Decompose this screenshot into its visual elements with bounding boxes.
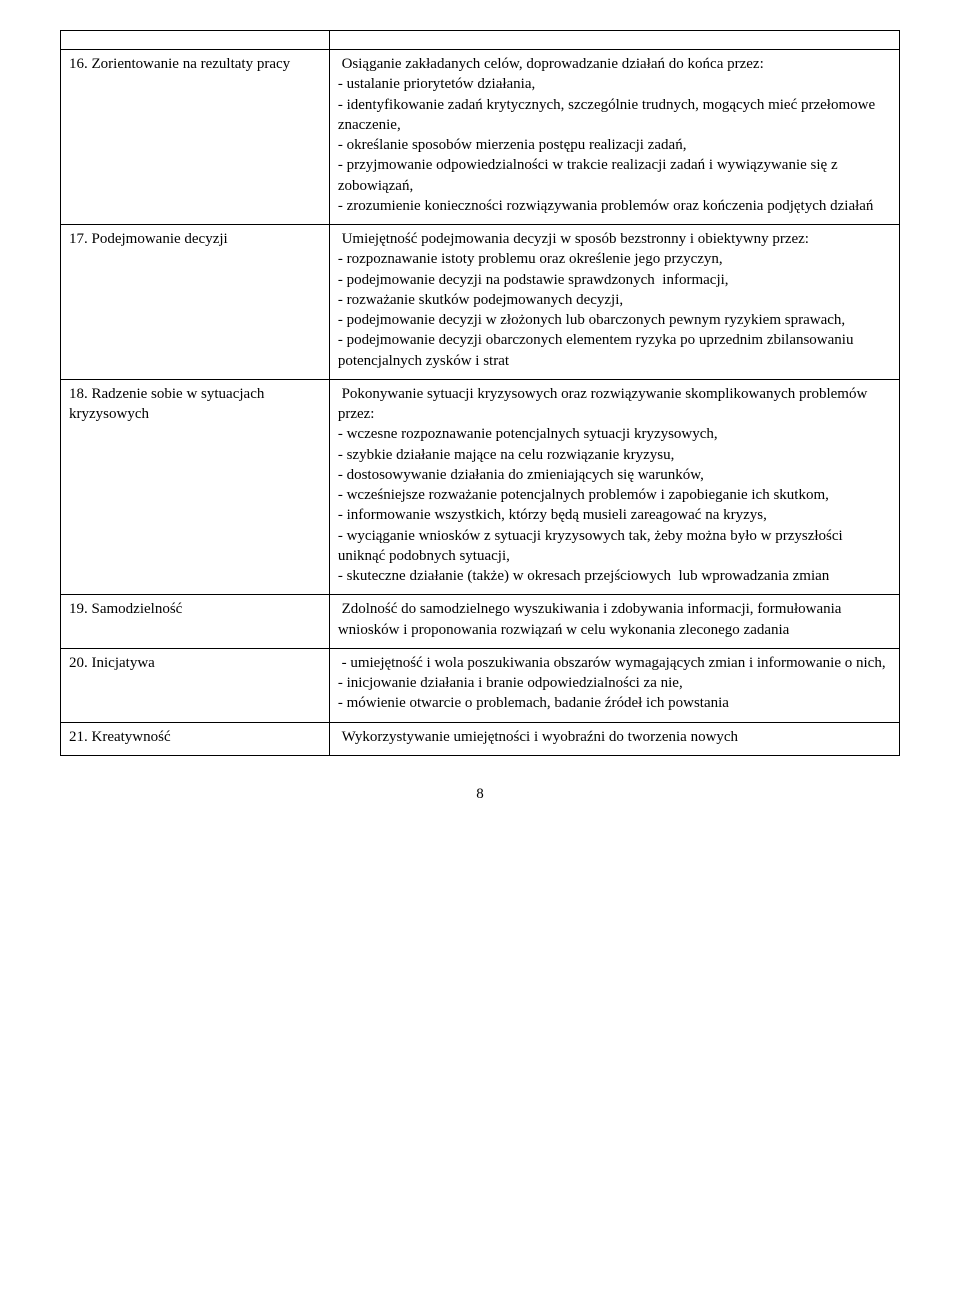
empty-cell <box>61 31 330 50</box>
row-desc: Pokonywanie sytuacji kryzysowych oraz ro… <box>329 379 899 595</box>
row-label: 21. Kreatywność <box>61 722 330 755</box>
table-row: 19. Samodzielność Zdolność do samodzieln… <box>61 595 900 649</box>
empty-cell <box>329 31 899 50</box>
table-row: 18. Radzenie sobie w sytuacjach kryzysow… <box>61 379 900 595</box>
competency-table: 16. Zorientowanie na rezultaty pracy Osi… <box>60 30 900 756</box>
row-label: 17. Podejmowanie decyzji <box>61 225 330 380</box>
row-desc: Osiąganie zakładanych celów, doprowadzan… <box>329 50 899 225</box>
row-desc: Zdolność do samodzielnego wyszukiwania i… <box>329 595 899 649</box>
row-label: 16. Zorientowanie na rezultaty pracy <box>61 50 330 225</box>
page-number: 8 <box>60 786 900 803</box>
row-desc: Wykorzystywanie umiejętności i wyobraźni… <box>329 722 899 755</box>
table-row: 16. Zorientowanie na rezultaty pracy Osi… <box>61 50 900 225</box>
table-row: 17. Podejmowanie decyzji Umiejętność pod… <box>61 225 900 380</box>
table-row: 21. Kreatywność Wykorzystywanie umiejętn… <box>61 722 900 755</box>
row-desc: - umiejętność i wola poszukiwania obszar… <box>329 648 899 722</box>
row-label: 20. Inicjatywa <box>61 648 330 722</box>
table-row: 20. Inicjatywa - umiejętność i wola posz… <box>61 648 900 722</box>
row-desc: Umiejętność podejmowania decyzji w sposó… <box>329 225 899 380</box>
table-header-empty-row <box>61 31 900 50</box>
row-label: 19. Samodzielność <box>61 595 330 649</box>
row-label: 18. Radzenie sobie w sytuacjach kryzysow… <box>61 379 330 595</box>
